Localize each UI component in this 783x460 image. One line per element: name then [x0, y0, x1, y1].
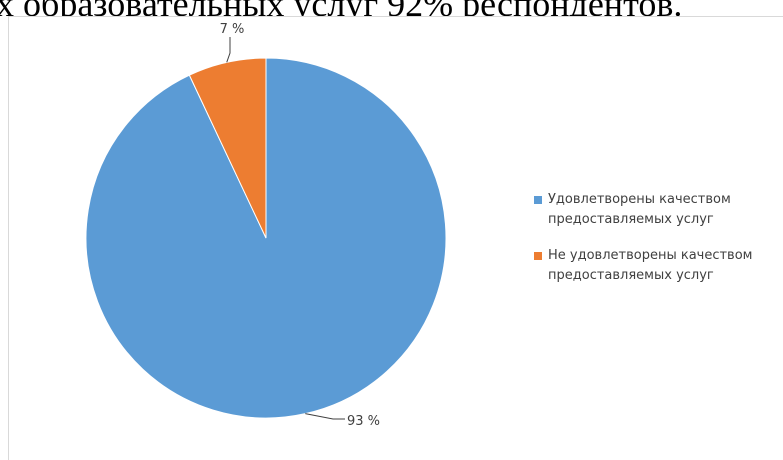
legend-item-satisfied: Удовлетворены качеством предоставляемых …: [534, 190, 783, 230]
leader-line-not-satisfied: [226, 37, 231, 63]
leader-line-satisfied: [305, 413, 345, 420]
legend-swatch-satisfied: [534, 196, 542, 204]
data-label-not-satisfied: 7 %: [220, 22, 245, 37]
legend-label-not-satisfied: Не удовлетворены качеством предоставляем…: [548, 248, 753, 283]
legend-swatch-not-satisfied: [534, 252, 542, 260]
legend-item-not-satisfied: Не удовлетворены качеством предоставляем…: [534, 246, 783, 286]
data-label-satisfied: 93 %: [347, 414, 380, 429]
legend-label-satisfied: Удовлетворены качеством предоставляемых …: [548, 192, 731, 227]
chart-legend: Удовлетворены качеством предоставляемых …: [534, 190, 783, 302]
